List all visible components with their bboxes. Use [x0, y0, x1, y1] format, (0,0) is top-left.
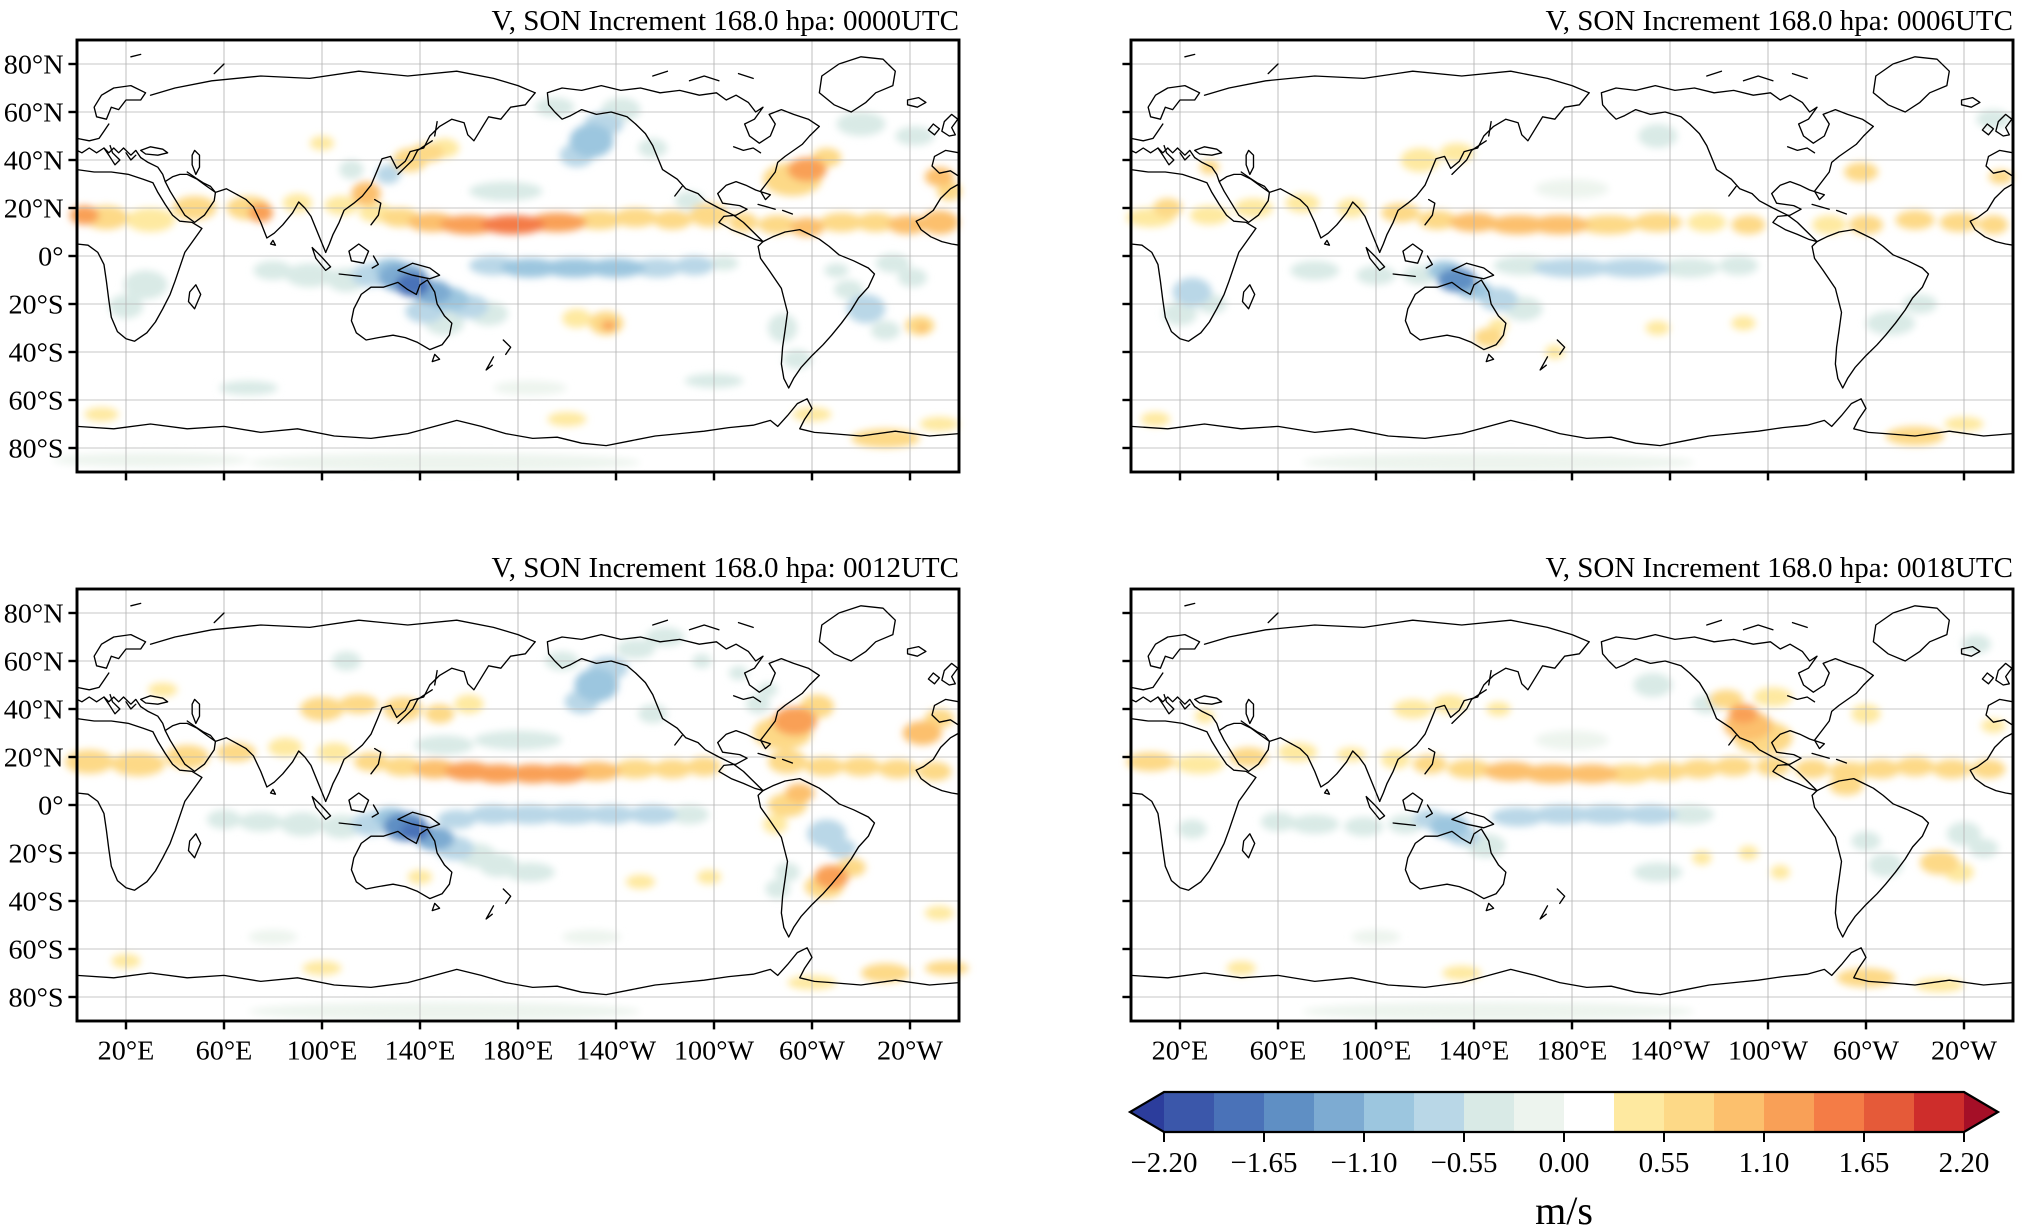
map-panel-0000utc: 80°N 60°N 40°N 20°N 0° 20°S 40°S 60°S 80°S	[4, 38, 962, 481]
lon-tick-label: 20°W	[877, 1036, 944, 1067]
colorbar-tick-label: 2.20	[1939, 1147, 1990, 1179]
lat-tick-label: 40°S	[8, 338, 63, 369]
lon-tick-label: 60°W	[779, 1036, 846, 1067]
colorbar-tick-label: 1.65	[1839, 1147, 1890, 1179]
panel-title-0006utc: V, SON Increment 168.0 hpa: 0006UTC	[1545, 5, 2013, 37]
lat-tick-label: 80°S	[8, 434, 63, 465]
lon-tick-label: 140°W	[576, 1036, 657, 1067]
lat-tick-label: 60°N	[4, 98, 64, 129]
lon-tick-label: 20°E	[1152, 1036, 1209, 1067]
colorbar-tick-label: 0.00	[1539, 1147, 1590, 1179]
colorbar-unit-label: m/s	[1535, 1188, 1593, 1232]
map-panel-0006utc	[1122, 38, 2015, 481]
map-panel-0012utc: 80°N 60°N 40°N 20°N 0° 20°S 40°S 60°S 80°S 20°E 60…	[4, 587, 969, 1066]
colorbar-tick-label: 0.55	[1639, 1147, 1690, 1179]
lat-tick-label: 60°N	[4, 647, 64, 678]
lat-tick-label: 20°N	[4, 194, 64, 225]
lon-tick-label: 60°W	[1833, 1036, 1900, 1067]
lon-tick-label: 180°E	[483, 1036, 554, 1067]
lon-tick-label: 140°E	[1439, 1036, 1510, 1067]
panel-title-0018utc: V, SON Increment 168.0 hpa: 0018UTC	[1545, 552, 2013, 584]
lon-tick-label: 20°W	[1931, 1036, 1998, 1067]
lat-tick-label: 80°N	[4, 599, 64, 630]
colorbar-tick-label: −1.65	[1230, 1147, 1297, 1179]
lon-tick-label: 140°W	[1630, 1036, 1711, 1067]
panel-title-0012utc: V, SON Increment 168.0 hpa: 0012UTC	[491, 552, 959, 584]
colorbar: −2.20 −1.65 −1.10 −0.55 0.00 0.55 1.10 1.65 2.20…	[1127, 1090, 2001, 1232]
colorbar-tick-label: −0.55	[1430, 1147, 1497, 1179]
lat-tick-label: 0°	[38, 791, 63, 822]
lat-tick-label: 60°S	[8, 935, 63, 966]
lat-tick-label: 20°N	[4, 743, 64, 774]
lat-tick-label: 80°N	[4, 50, 64, 81]
lat-tick-label: 0°	[38, 242, 63, 273]
lat-tick-label: 20°S	[8, 839, 63, 870]
lon-tick-label: 100°W	[1728, 1036, 1809, 1067]
lon-tick-label: 100°W	[674, 1036, 755, 1067]
panel-title-0000utc: V, SON Increment 168.0 hpa: 0000UTC	[491, 5, 959, 37]
lon-tick-label: 140°E	[385, 1036, 456, 1067]
lon-tick-label: 20°E	[98, 1036, 155, 1067]
lat-tick-label: 60°S	[8, 386, 63, 417]
lat-tick-label: 40°S	[8, 887, 63, 918]
lon-tick-label: 100°E	[1341, 1036, 1412, 1067]
lon-tick-label: 100°E	[287, 1036, 358, 1067]
colorbar-tick-label: 1.10	[1739, 1147, 1790, 1179]
lat-tick-label: 80°S	[8, 983, 63, 1014]
lat-tick-label: 40°N	[4, 695, 64, 726]
lat-tick-label: 20°S	[8, 290, 63, 321]
colorbar-tick-label: −2.20	[1130, 1147, 1197, 1179]
lon-tick-label: 60°E	[196, 1036, 253, 1067]
map-panel-0018utc: 20°E 60°E 100°E 140°E 180°E 140°W 100°W 60°W 20°…	[1122, 587, 2015, 1066]
colorbar-tick-label: −1.10	[1330, 1147, 1397, 1179]
lon-tick-label: 60°E	[1250, 1036, 1307, 1067]
lat-tick-label: 40°N	[4, 146, 64, 177]
lon-tick-label: 180°E	[1537, 1036, 1608, 1067]
